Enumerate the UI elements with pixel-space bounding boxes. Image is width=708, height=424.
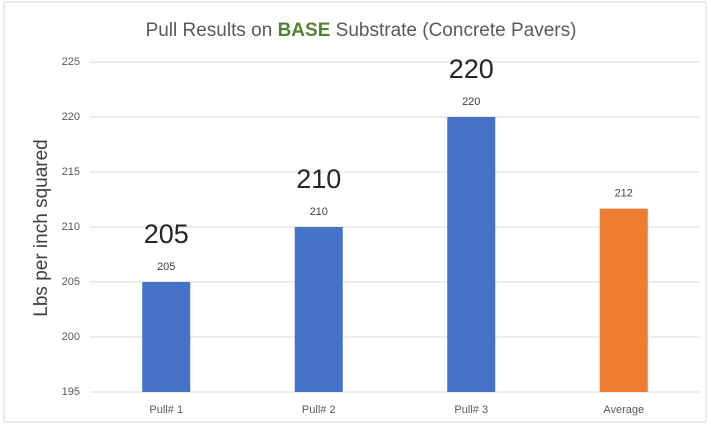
- y-tick-label: 195: [62, 386, 80, 398]
- chart-border: [3, 1, 707, 423]
- title-part: Pull Results on: [146, 20, 278, 41]
- value-label: 210: [310, 206, 328, 218]
- bar: [294, 227, 343, 392]
- y-tick-label: 225: [62, 56, 80, 68]
- value-label: 212: [615, 188, 633, 200]
- y-tick-label: 205: [62, 276, 80, 288]
- annotation: 220: [449, 54, 494, 84]
- value-label: 220: [462, 96, 480, 108]
- title-emphasis: BASE: [278, 20, 331, 41]
- y-tick-label: 200: [62, 331, 80, 343]
- x-tick-label: Average: [603, 404, 644, 416]
- bar: [447, 117, 496, 392]
- annotation: 210: [296, 164, 341, 194]
- x-tick-label: Pull# 2: [302, 404, 336, 416]
- x-tick-label: Pull# 1: [149, 404, 183, 416]
- chart-title: Pull Results on BASE Substrate (Concrete…: [146, 20, 577, 41]
- title-part: Substrate (Concrete Pavers): [330, 20, 576, 41]
- y-tick-label: 215: [62, 166, 80, 178]
- value-label: 205: [157, 261, 175, 273]
- y-tick-label: 210: [62, 221, 80, 233]
- x-tick-label: Pull# 3: [454, 404, 488, 416]
- y-tick-label: 220: [62, 111, 80, 123]
- bar: [599, 208, 648, 392]
- y-axis-label: Lbs per inch squared: [31, 139, 52, 316]
- bar: [142, 282, 191, 392]
- annotation: 205: [144, 219, 189, 249]
